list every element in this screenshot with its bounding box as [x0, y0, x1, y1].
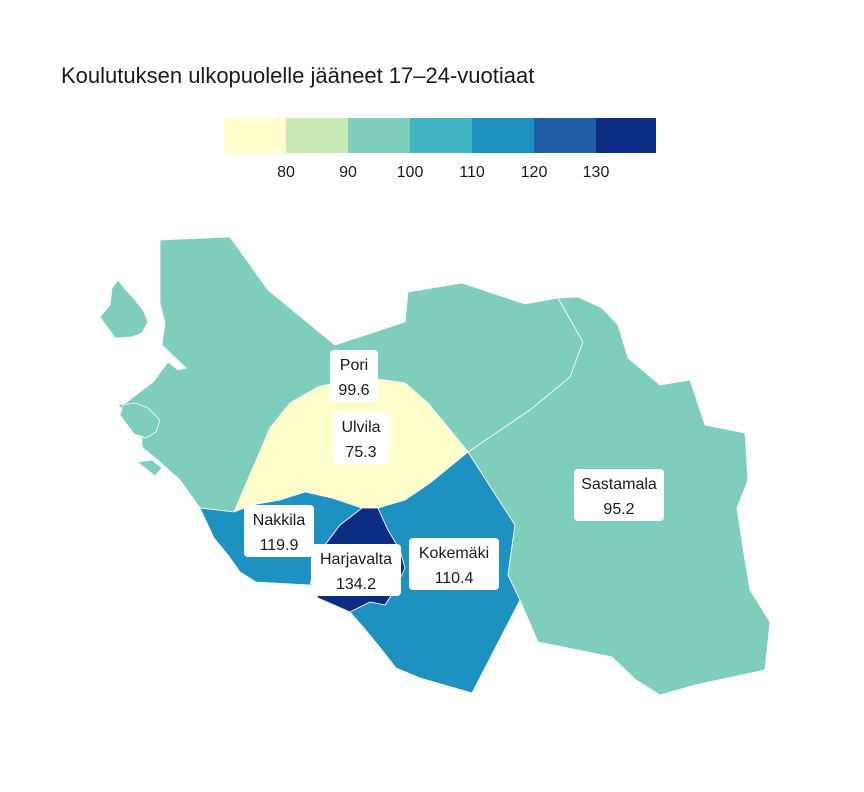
- municipality-regions: [99, 236, 771, 696]
- label-box: [330, 350, 378, 402]
- legend-swatch: [472, 118, 534, 153]
- chart-title: Koulutuksen ulkopuolelle jääneet 17–24-v…: [61, 63, 534, 88]
- legend-tick-label: 100: [397, 164, 424, 181]
- label-box: [244, 505, 314, 557]
- region-name: Sastamala: [581, 476, 657, 493]
- label-sastamala: Sastamala 95.2: [574, 469, 664, 521]
- region-value: 110.4: [435, 570, 474, 587]
- label-harjavalta: Harjavalta 134.2: [311, 544, 401, 596]
- legend-swatch: [534, 118, 596, 153]
- legend-tick-label: 80: [277, 164, 295, 181]
- legend-swatch: [286, 118, 348, 153]
- legend-swatch: [410, 118, 472, 153]
- label-nakkila: Nakkila 119.9: [244, 505, 314, 557]
- region-value: 119.9: [260, 537, 299, 554]
- region-value: 99.6: [338, 382, 369, 399]
- color-legend: 80 90 100 110 120 130: [224, 118, 656, 181]
- label-box: [311, 544, 401, 596]
- region-pori-island: [136, 459, 163, 477]
- legend-tick-label: 120: [521, 164, 548, 181]
- region-name: Ulvila: [341, 419, 380, 436]
- region-name: Kokemäki: [419, 545, 489, 562]
- region-pori-island: [119, 402, 161, 439]
- legend-tick-label: 90: [339, 164, 357, 181]
- region-value: 75.3: [345, 444, 376, 461]
- region-value: 134.2: [336, 576, 376, 593]
- region-name: Pori: [340, 357, 368, 374]
- label-box: [574, 469, 664, 521]
- region-value: 95.2: [603, 501, 634, 518]
- legend-swatch: [224, 118, 286, 153]
- region-pori-island: [99, 279, 149, 339]
- label-pori: Pori 99.6: [330, 350, 378, 402]
- label-ulvila: Ulvila 75.3: [333, 412, 389, 464]
- label-box: [333, 412, 389, 464]
- legend-tick-label: 110: [459, 164, 485, 181]
- region-name: Nakkila: [253, 512, 306, 529]
- region-name: Harjavalta: [320, 551, 392, 568]
- legend-tick-label: 130: [583, 164, 610, 181]
- legend-swatch: [348, 118, 410, 153]
- label-box: [409, 538, 499, 590]
- region-labels: Pori 99.6 Ulvila 75.3 Nakkila 119.9 Harj…: [244, 350, 664, 596]
- label-kokemaki: Kokemäki 110.4: [409, 538, 499, 590]
- legend-swatch: [596, 118, 656, 153]
